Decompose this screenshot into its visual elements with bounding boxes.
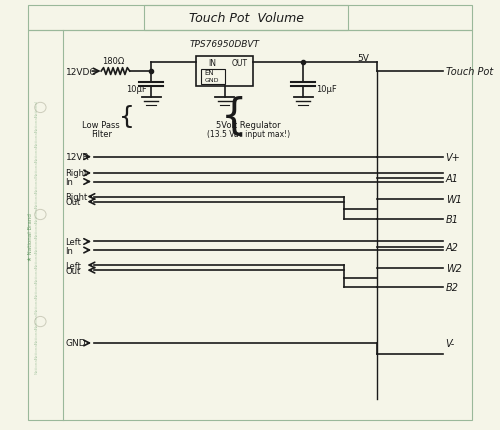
Text: National: National bbox=[35, 251, 39, 267]
Text: National: National bbox=[35, 100, 39, 117]
Text: ★ National Brand: ★ National Brand bbox=[28, 212, 34, 260]
Text: Touch Pot: Touch Pot bbox=[446, 67, 493, 77]
Text: 180Ω: 180Ω bbox=[102, 57, 124, 66]
Text: 5V: 5V bbox=[358, 54, 370, 63]
Text: IN: IN bbox=[208, 59, 216, 68]
Text: GND: GND bbox=[205, 78, 220, 83]
Text: National: National bbox=[35, 266, 39, 283]
Text: National: National bbox=[35, 145, 39, 162]
Text: Left: Left bbox=[66, 261, 82, 270]
Text: V-: V- bbox=[446, 338, 455, 348]
Text: TPS76950DBVT: TPS76950DBVT bbox=[190, 40, 260, 49]
Text: National: National bbox=[35, 356, 39, 373]
Text: 10µF: 10µF bbox=[126, 84, 147, 93]
Text: Left: Left bbox=[66, 237, 82, 246]
Text: B2: B2 bbox=[446, 283, 458, 293]
Bar bbox=[201, 70, 224, 85]
Text: Filter: Filter bbox=[90, 130, 112, 139]
Text: National: National bbox=[35, 235, 39, 252]
Text: W2: W2 bbox=[446, 263, 462, 273]
Text: EN: EN bbox=[205, 70, 214, 76]
Text: W1: W1 bbox=[446, 195, 462, 205]
Text: National: National bbox=[35, 311, 39, 328]
Text: Low Pass: Low Pass bbox=[82, 121, 120, 130]
Text: National: National bbox=[35, 175, 39, 192]
Text: A2: A2 bbox=[446, 242, 458, 252]
Text: National: National bbox=[35, 341, 39, 358]
Text: Right: Right bbox=[66, 169, 88, 178]
Text: National: National bbox=[35, 205, 39, 222]
Text: A1: A1 bbox=[446, 174, 458, 184]
Text: National: National bbox=[35, 190, 39, 207]
Text: GND: GND bbox=[66, 339, 86, 348]
Text: Out: Out bbox=[66, 266, 81, 275]
Text: V+: V+ bbox=[446, 152, 460, 162]
Text: National: National bbox=[35, 160, 39, 177]
Text: 12VDC: 12VDC bbox=[66, 68, 96, 77]
Text: In: In bbox=[66, 178, 74, 187]
Text: {: { bbox=[221, 96, 248, 138]
Text: 12VR: 12VR bbox=[66, 153, 90, 162]
Text: In: In bbox=[66, 246, 74, 255]
Text: National: National bbox=[35, 281, 39, 298]
Text: National: National bbox=[35, 296, 39, 313]
Text: Touch Pot  Volume: Touch Pot Volume bbox=[188, 12, 304, 25]
Text: National: National bbox=[35, 220, 39, 237]
Text: B1: B1 bbox=[446, 214, 458, 224]
Bar bbox=[144, 6, 348, 31]
Bar bbox=[28, 6, 472, 31]
Text: 10µF: 10µF bbox=[316, 84, 336, 93]
Text: National: National bbox=[35, 326, 39, 343]
Text: {: { bbox=[120, 105, 135, 129]
Text: Out: Out bbox=[66, 198, 81, 207]
Text: 5Volt Regulator: 5Volt Regulator bbox=[216, 121, 281, 130]
Text: (13.5 Vac input max!): (13.5 Vac input max!) bbox=[207, 130, 290, 139]
Text: National: National bbox=[35, 130, 39, 147]
Bar bbox=[196, 57, 253, 87]
Text: Right: Right bbox=[66, 193, 88, 202]
Text: National: National bbox=[35, 115, 39, 132]
Text: OUT: OUT bbox=[232, 59, 248, 68]
